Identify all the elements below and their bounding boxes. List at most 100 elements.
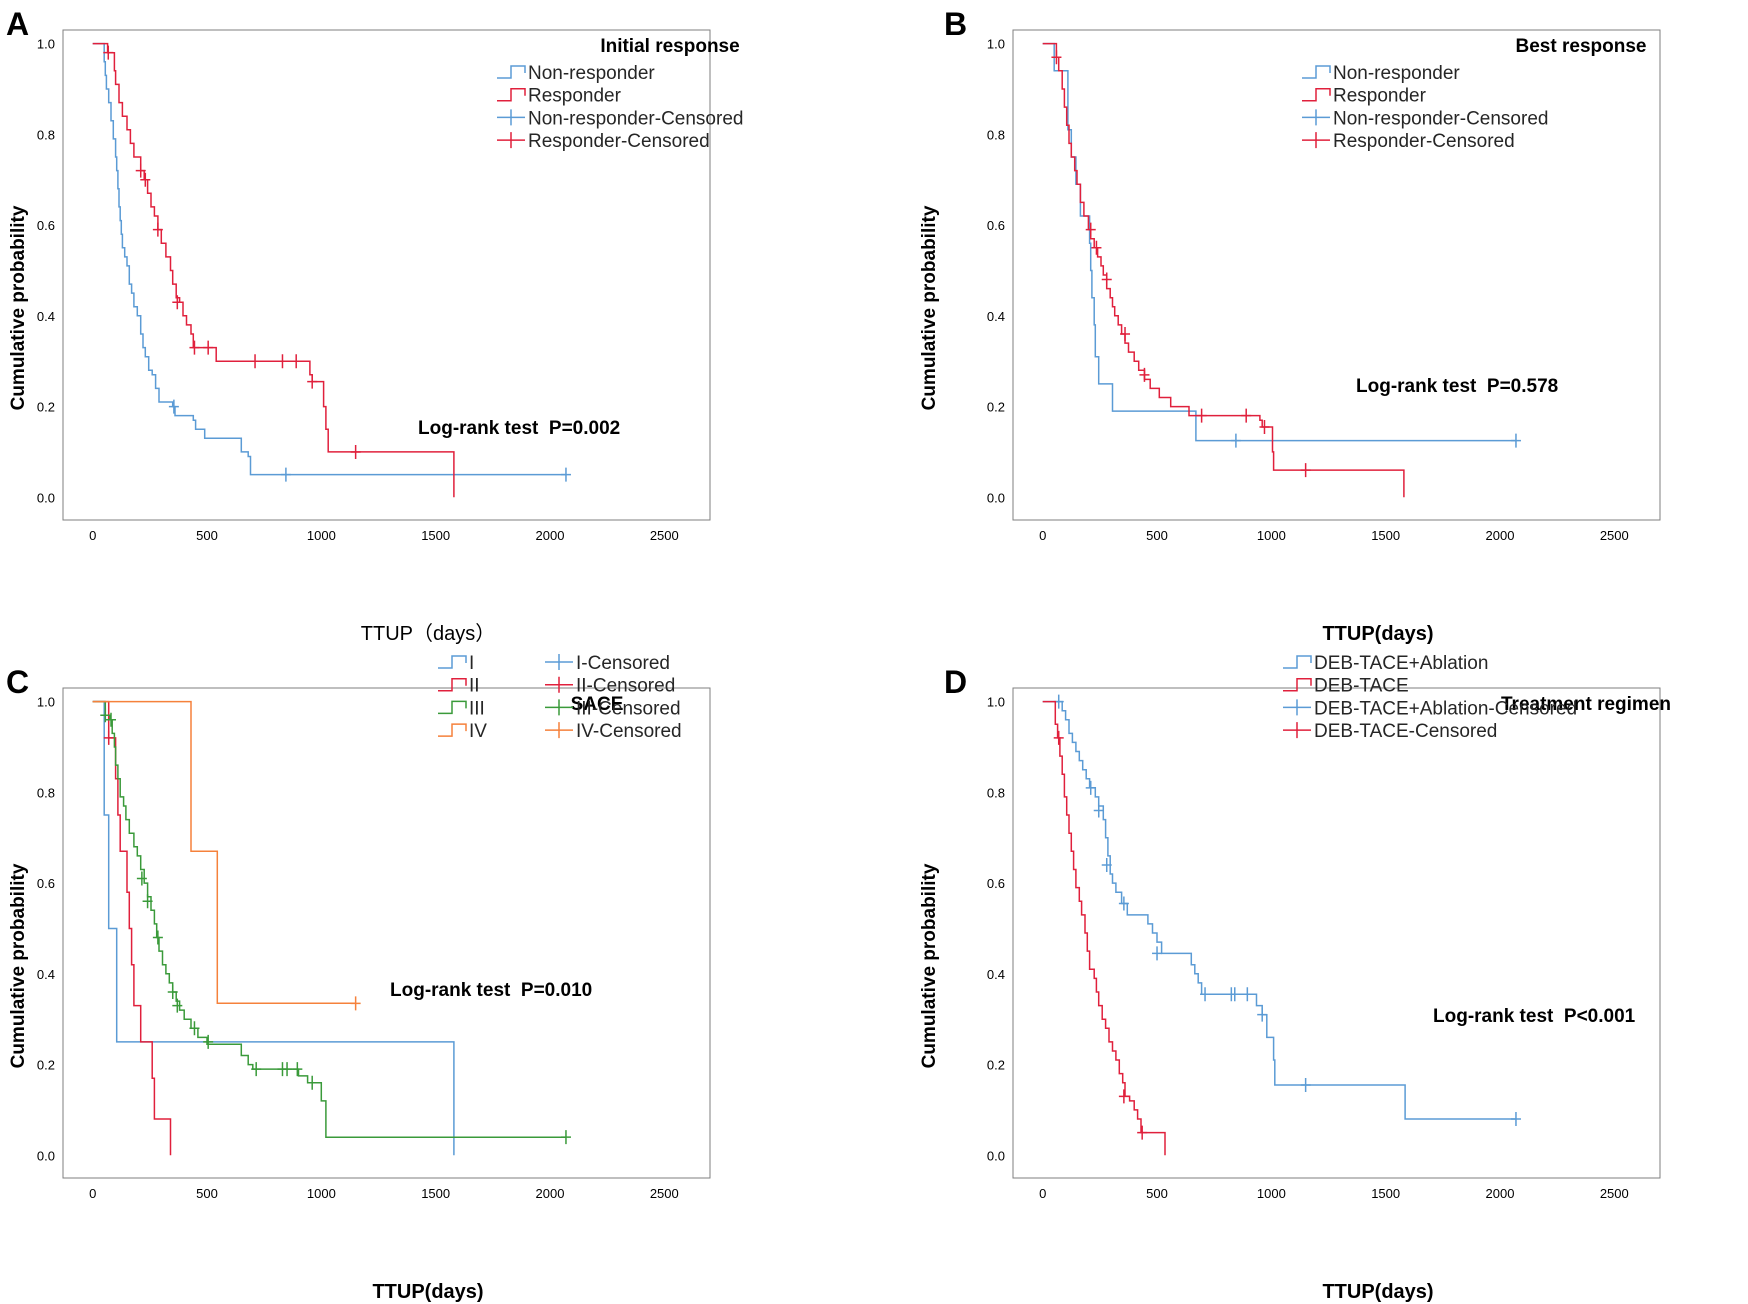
legend-label: Responder-Censored (1333, 131, 1515, 152)
x-tick-label: 0 (1039, 1186, 1046, 1201)
legend-label: IV-Censored (576, 721, 682, 742)
panel-label: A (6, 6, 29, 42)
censor-mark-deb-tace-ablation (1118, 896, 1129, 911)
y-tick-label: 0.8 (37, 785, 55, 800)
y-tick-label: 0.0 (37, 490, 55, 505)
x-axis-label: TTUP(days) (1322, 623, 1433, 645)
legend-label: DEB-TACE-Censored (1314, 721, 1497, 742)
legend-swatch-iv-censored (545, 722, 573, 739)
legend-label: III (469, 698, 485, 719)
legend: Non-responderResponderNon-responder-Cens… (1302, 63, 1548, 152)
legend-item-non-responder-censored: Non-responder-Censored (1302, 108, 1548, 129)
legend-label: Non-responder (528, 63, 655, 84)
plot-frame (62, 29, 711, 521)
censor-mark-iii (106, 712, 117, 727)
censor-mark-iii (251, 1062, 262, 1077)
series-line-responder (92, 42, 455, 498)
censor-mark-non-responder (280, 467, 291, 482)
x-tick-label: 500 (196, 1186, 218, 1201)
legend-item-iv-censored: IV-Censored (545, 721, 682, 742)
censor-mark-responder (152, 222, 163, 237)
censor-mark-non-responder (560, 467, 571, 482)
legend-swatch-ii (438, 677, 467, 692)
legend-swatch-iii (438, 700, 467, 715)
censor-mark-deb-tace-ablation (1300, 1077, 1311, 1092)
censor-mark-iv (350, 996, 361, 1011)
panel-label: B (944, 6, 967, 42)
legend-title: Treatment regimen (1501, 694, 1671, 715)
censor-mark-iii (560, 1130, 571, 1145)
censor-mark-iii (282, 1062, 293, 1077)
y-tick-label: 0.4 (37, 309, 55, 324)
censor-mark-responder (1051, 50, 1062, 65)
panel-d: D 0.0 0.2 0.4 0.6 0.8 1.0 0 500 1000 1500 2000 2500… (919, 653, 1671, 1303)
y-tick-label: 0.2 (987, 1058, 1005, 1073)
legend-swatch-non-responder-censored (497, 109, 525, 126)
legend-label: Responder-Censored (528, 131, 710, 152)
legend-swatch-i-censored (545, 654, 573, 670)
x-tick-label: 0 (89, 1186, 96, 1201)
legend-label: III-Censored (576, 698, 681, 719)
censor-mark-responder (1196, 408, 1207, 423)
censor-mark-responder (1085, 222, 1096, 237)
x-axis-label: TTUP(days) (372, 1281, 483, 1303)
legend-item-iv: IV (438, 721, 487, 742)
legend-swatch-non-responder-censored (1302, 109, 1330, 126)
legend-item-ii-censored: II-Censored (545, 676, 675, 697)
y-axis-label: Cumulative probability (919, 863, 940, 1068)
legend-item-i-censored: I-Censored (545, 653, 670, 674)
legend-label: I (469, 653, 474, 674)
censor-mark-non-responder (1230, 433, 1241, 448)
x-tick-label: 2000 (536, 528, 565, 543)
legend-swatch-deb-tace-censored (1283, 722, 1311, 739)
y-tick-label: 0.0 (987, 1148, 1005, 1163)
legend-item-deb-tace-ablation-censored: DEB-TACE+Ablation-Censored (1283, 698, 1577, 719)
legend-item-iii: III (438, 698, 485, 719)
censor-mark-responder (135, 163, 146, 178)
legend-swatch-responder (497, 87, 526, 102)
censor-mark-responder (1101, 272, 1112, 287)
legend: IIIIIIIVI-CensoredII-CensoredIII-Censore… (438, 653, 682, 742)
censor-mark-responder (203, 340, 214, 355)
y-tick-label: 0.2 (37, 1058, 55, 1073)
plot-area: 0.0 0.2 0.4 0.6 0.8 1.0 0 500 1000 1500 2000 2500 (987, 687, 1661, 1201)
y-tick-label: 1.0 (987, 695, 1005, 710)
legend-title: Initial response (600, 36, 739, 57)
log-rank-annotation: Log-rank test P=0.578 (1356, 376, 1558, 397)
legend-swatch-deb-tace-ablation-censored (1283, 699, 1311, 716)
legend-swatch-responder-censored (497, 132, 525, 149)
censor-mark-deb-tace (1053, 730, 1064, 745)
panel-a: A 0.0 0.2 0.4 0.6 0.8 1.0 0 500 1000 1500 2000 2500… (6, 6, 743, 645)
x-tick-label: 1000 (1257, 1186, 1286, 1201)
legend-label: DEB-TACE+Ablation (1314, 653, 1488, 674)
censor-mark-responder (1139, 367, 1150, 382)
legend-item-deb-tace-ablation: DEB-TACE+Ablation (1283, 653, 1488, 674)
x-tick-label: 1500 (1371, 1186, 1400, 1201)
legend-swatch-deb-tace-ablation (1283, 655, 1312, 669)
legend-swatch-non-responder (1302, 65, 1331, 79)
legend-swatch-responder (1302, 87, 1331, 102)
series-line-non-responder (92, 42, 566, 476)
x-tick-label: 500 (1146, 1186, 1168, 1201)
x-tick-label: 1000 (307, 1186, 336, 1201)
y-tick-label: 0.8 (987, 785, 1005, 800)
x-axis-label: TTUP（days） (361, 622, 495, 645)
x-tick-label: 1000 (1257, 528, 1286, 543)
censor-mark-responder (103, 45, 114, 60)
legend-item-responder: Responder (497, 86, 622, 107)
censor-mark-responder (189, 340, 200, 355)
panel-label: D (944, 664, 967, 700)
censor-mark-deb-tace-ablation (1152, 946, 1163, 961)
censor-mark-deb-tace-ablation (1229, 987, 1240, 1002)
censor-mark-iii (307, 1075, 318, 1090)
y-tick-label: 0.0 (37, 1148, 55, 1163)
plot-area: 0.0 0.2 0.4 0.6 0.8 1.0 0 500 1000 1500 2000 2500 (37, 29, 711, 543)
series-line-non-responder (1042, 42, 1516, 442)
x-axis-label: TTUP(days) (1322, 1281, 1433, 1303)
censor-mark-responder (140, 172, 151, 187)
legend-title: SACE (571, 694, 624, 715)
legend-label: IV (469, 721, 487, 742)
legend-item-non-responder: Non-responder (497, 63, 655, 84)
legend-item-non-responder-censored: Non-responder-Censored (497, 108, 743, 129)
